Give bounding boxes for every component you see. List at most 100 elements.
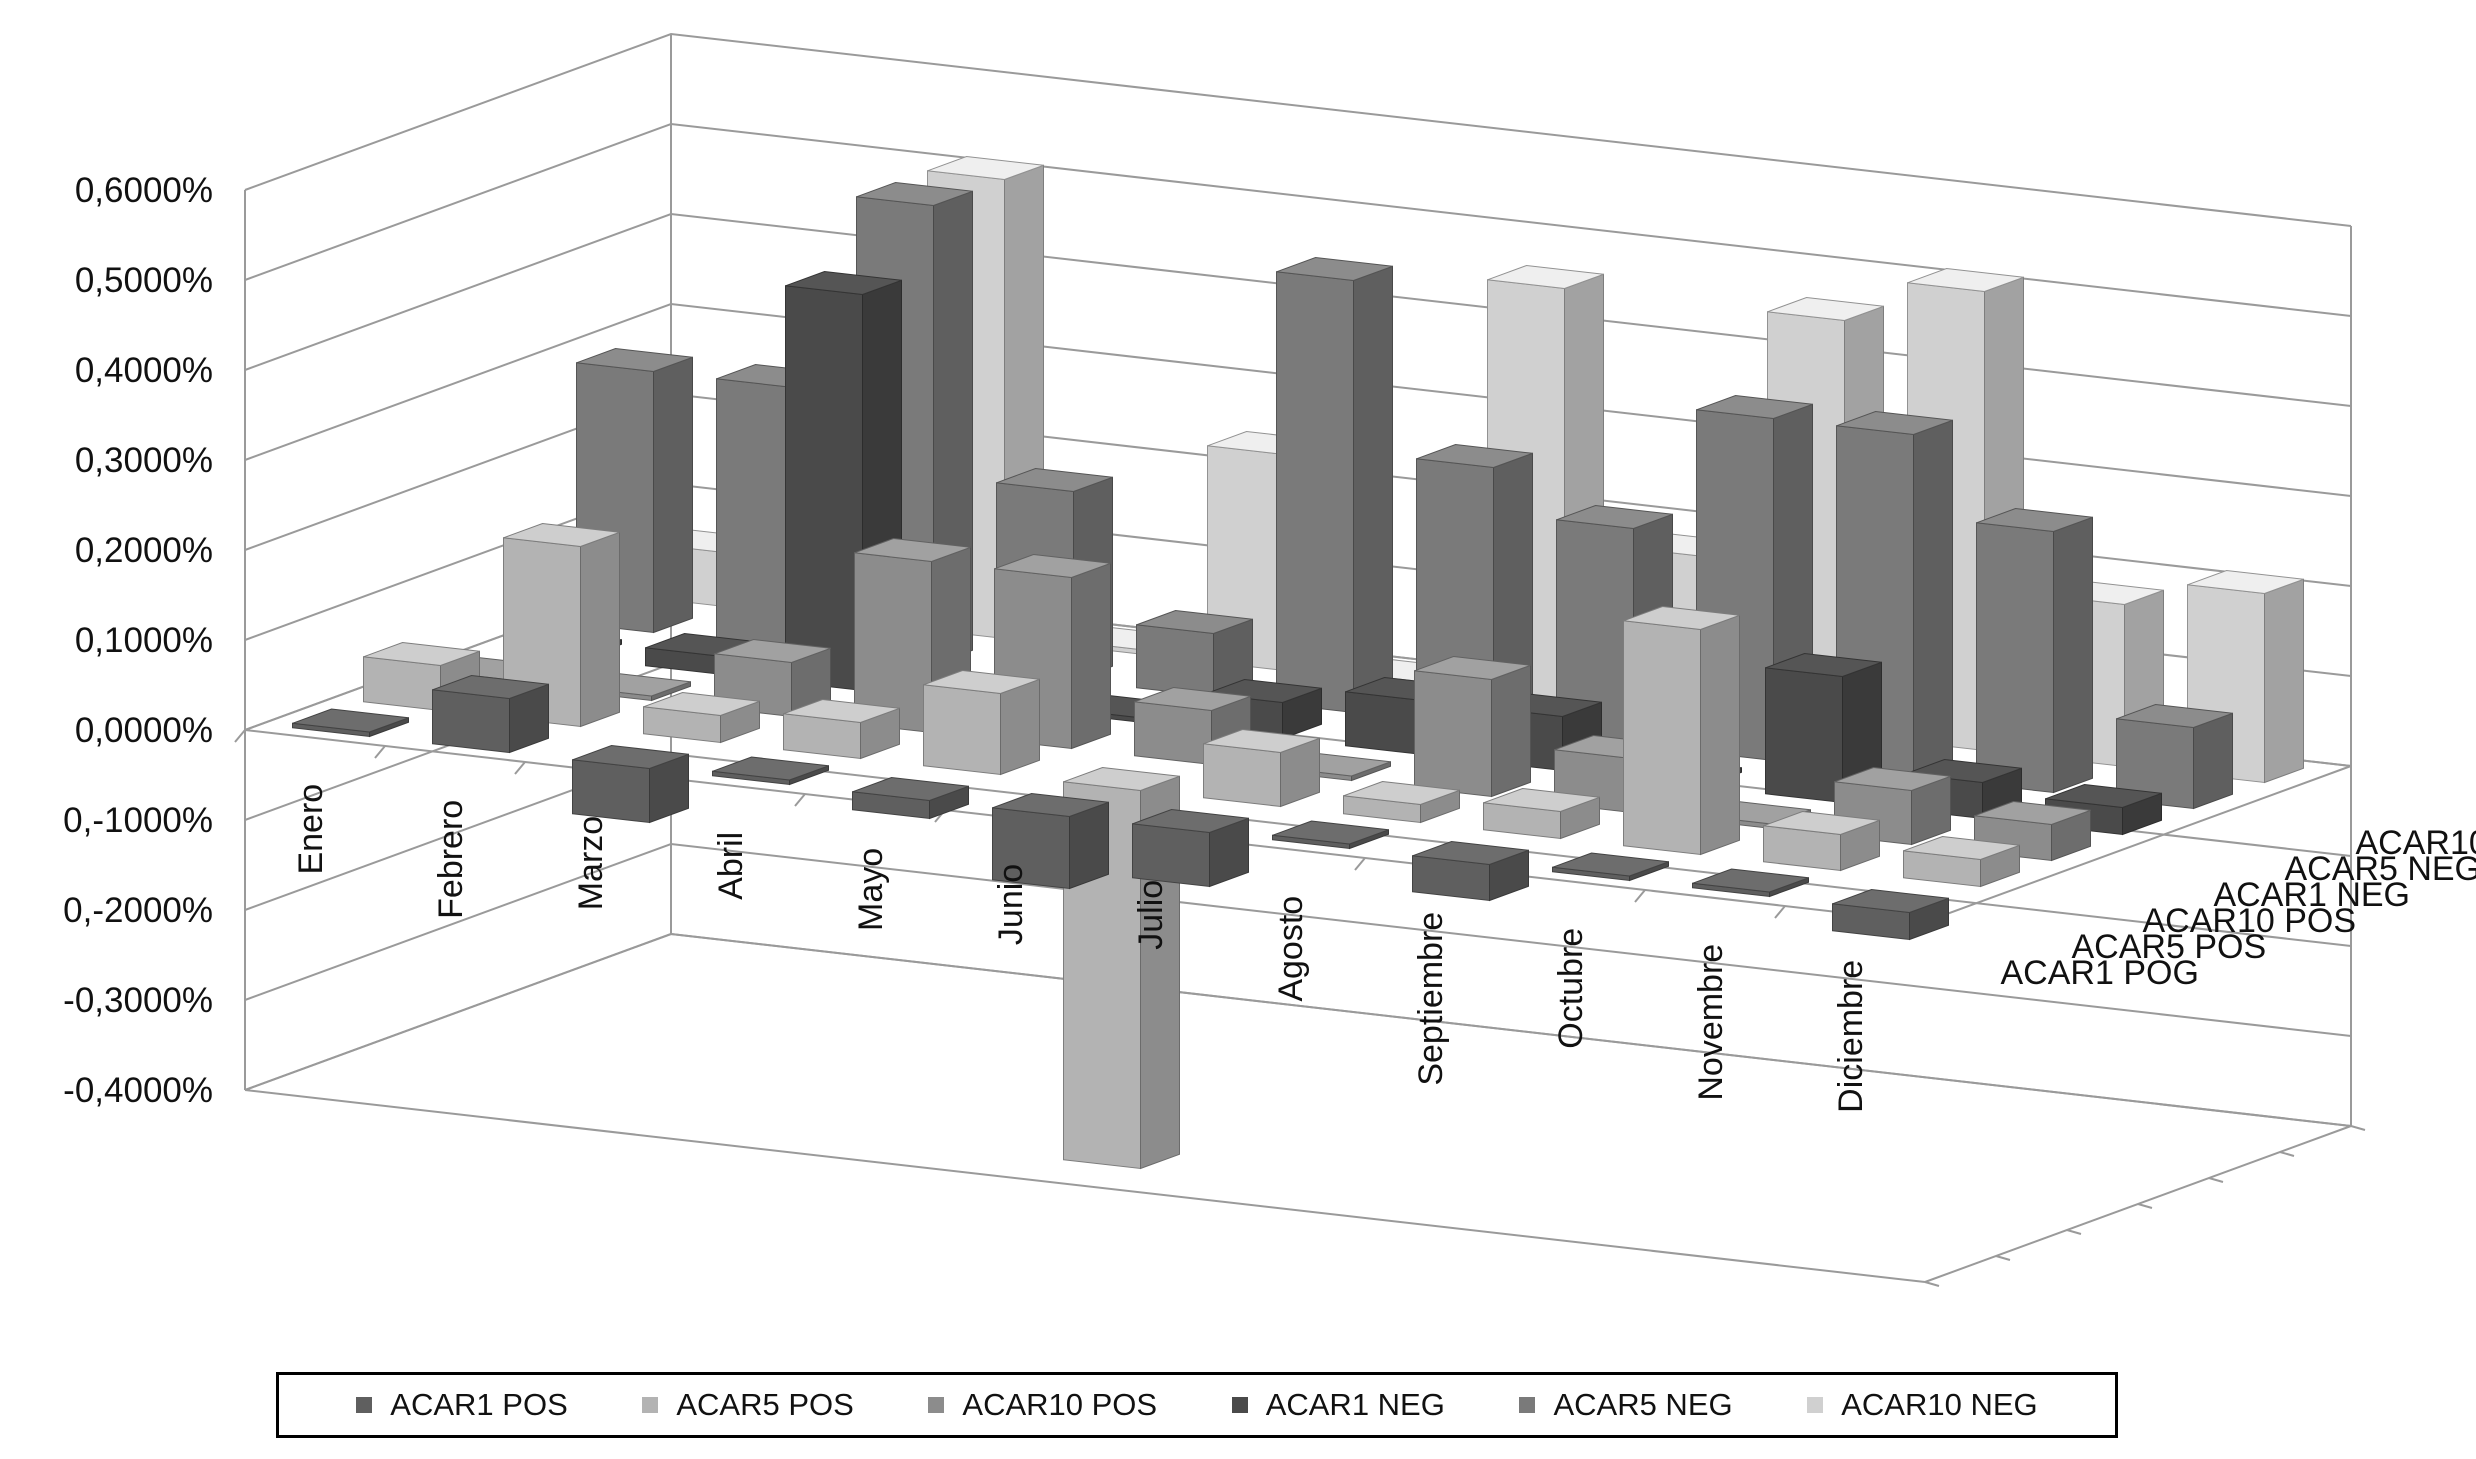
legend-swatch <box>642 1397 659 1413</box>
bar-acar5-pos <box>1343 780 1460 824</box>
legend-swatch <box>928 1397 945 1413</box>
depth-tick <box>1924 1281 1940 1287</box>
depth-tick <box>2137 1203 2153 1209</box>
y-tick-label: -0,4000% <box>63 1071 213 1110</box>
depth-tick <box>2208 1177 2224 1183</box>
category-label: Julio <box>1132 880 1170 950</box>
legend: ACAR1 POS ACAR5 POS ACAR10 POS ACAR1 NEG ACA… <box>276 1372 2118 1438</box>
bars <box>292 155 2304 1170</box>
y-tick-label: 0,4000% <box>75 351 213 390</box>
category-label: Octubre <box>1552 928 1590 1049</box>
bar-acar1-pos <box>572 744 689 824</box>
category-tick <box>794 793 806 807</box>
category-tick <box>234 729 246 743</box>
legend-swatch <box>356 1397 373 1413</box>
bar-acar1-pos <box>852 776 969 820</box>
bar-acar5-pos <box>503 522 620 728</box>
category-tick <box>1354 857 1366 871</box>
depth-tick <box>1995 1255 2011 1261</box>
bar-acar1-pos <box>1272 820 1389 850</box>
category-label: Agosto <box>1272 896 1310 1002</box>
category-labels: Enero Febrero Marzo Abril Mayo Junio Julio Agos… <box>292 784 1870 1113</box>
category-tick <box>514 761 526 775</box>
legend-label: ACAR1 POS <box>390 1387 568 1422</box>
legend-swatch <box>1519 1397 1536 1413</box>
bar-acar5-pos <box>1903 835 2020 888</box>
legend-item: ACAR5 NEG <box>1519 1387 1733 1423</box>
bar-acar5-neg <box>2116 703 2233 810</box>
y-tick-label: 0,3000% <box>75 441 213 480</box>
y-tick-label: -0,3000% <box>63 981 213 1020</box>
bar-acar1-pos <box>712 756 829 786</box>
legend-label: ACAR5 NEG <box>1553 1387 1733 1422</box>
legend-label: ACAR1 NEG <box>1265 1387 1445 1422</box>
bar-acar1-pos <box>1692 868 1809 898</box>
y-tick-label: 0,-2000% <box>63 891 213 930</box>
depth-tick <box>2350 1125 2366 1131</box>
legend-item: ACAR5 POS <box>642 1387 854 1423</box>
depth-label: ACAR1 POG <box>2001 954 2199 992</box>
legend-item: ACAR10 NEG <box>1807 1387 2038 1423</box>
y-tick-label: 0,0000% <box>75 711 213 750</box>
bar-acar1-pos <box>292 708 409 738</box>
category-label: Novembre <box>1692 944 1730 1101</box>
category-label: Abril <box>712 832 750 900</box>
legend-swatch <box>1807 1397 1824 1413</box>
legend-label: ACAR5 POS <box>676 1387 854 1422</box>
bar-acar5-pos <box>643 691 760 744</box>
y-tick-label: 0,2000% <box>75 531 213 570</box>
category-label: Febrero <box>432 800 470 919</box>
bar-acar5-pos <box>1203 728 1320 808</box>
category-label: Junio <box>992 864 1030 945</box>
bar-acar1-pos <box>432 674 549 754</box>
bar-acar5-pos <box>923 669 1040 776</box>
depth-tick <box>2279 1151 2295 1157</box>
category-tick <box>1774 905 1786 919</box>
gridline <box>244 32 2352 227</box>
bar-acar10-pos <box>1134 686 1251 766</box>
depth-label: ACAR10 POS <box>2143 902 2357 940</box>
bar-acar5-neg <box>1136 609 1253 698</box>
y-axis-ticks: 0,6000% 0,5000% 0,4000% 0,3000% 0,2000% 0,100… <box>63 171 213 1110</box>
y-tick-label: 0,1000% <box>75 621 213 660</box>
legend-label: ACAR10 POS <box>962 1387 1158 1422</box>
bar-acar1-neg <box>1765 652 1882 804</box>
axis-edge <box>244 1089 1926 1283</box>
legend-item: ACAR1 POS <box>356 1387 568 1423</box>
category-tick <box>1634 889 1646 903</box>
y-tick-label: 0,5000% <box>75 261 213 300</box>
bar-acar5-pos <box>1483 787 1600 840</box>
axis-edge <box>244 933 672 1091</box>
bar-acar5-pos <box>783 698 900 760</box>
depth-label: ACAR5 POS <box>2072 928 2267 966</box>
y-tick-label: 0,-1000% <box>63 801 213 840</box>
bar-acar10-pos <box>1414 655 1531 798</box>
depth-tick <box>2066 1229 2082 1235</box>
category-tick <box>374 745 386 759</box>
legend-swatch <box>1231 1397 1248 1413</box>
bar-acar1-pos <box>992 792 1109 890</box>
depth-label: ACAR1 NEG <box>2214 876 2411 914</box>
bar-acar1-pos <box>1132 808 1249 888</box>
category-label: Diciembre <box>1832 960 1870 1113</box>
bar-acar5-pos <box>1623 605 1740 856</box>
legend-label: ACAR10 NEG <box>1841 1387 2038 1422</box>
bar-acar1-pos <box>1552 852 1669 882</box>
axis-edge <box>670 933 2352 1127</box>
category-label: Marzo <box>572 816 610 910</box>
depth-label: ACAR10 NEG <box>2356 824 2476 862</box>
category-label: Enero <box>292 784 330 875</box>
legend-item: ACAR1 NEG <box>1231 1387 1445 1423</box>
y-tick-label: 0,6000% <box>75 171 213 210</box>
bar-acar1-pos <box>1832 888 1949 941</box>
bar-acar1-pos <box>1412 840 1529 902</box>
legend-item: ACAR10 POS <box>928 1387 1157 1423</box>
depth-label: ACAR5 NEG <box>2285 850 2476 888</box>
bar-acar5-pos <box>1763 810 1880 872</box>
category-label: Septiembre <box>1412 912 1450 1086</box>
bar-acar5-neg <box>1976 507 2093 794</box>
category-label: Mayo <box>852 848 890 931</box>
bar-acar5-neg <box>1276 256 1393 714</box>
